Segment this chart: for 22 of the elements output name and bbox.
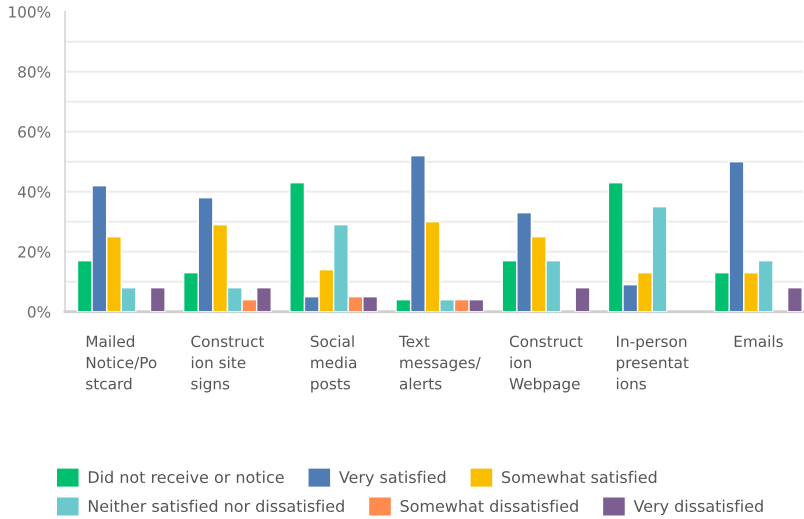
legend-label: Neither satisfied nor dissatisfied (88, 500, 344, 512)
x-tick-label: In-person presentations (616, 336, 689, 390)
bar (574, 287, 591, 312)
y-tick-label: 80% (18, 66, 50, 78)
x-tick-label: Social media posts (310, 335, 356, 392)
x-tick-label: Construction Webpage (510, 336, 583, 392)
legend-label: Very dissatisfied (634, 500, 763, 516)
y-tick-label: 100% (9, 6, 50, 18)
y-tick-label: 0% (28, 306, 50, 318)
x-tick-label: Construction site signs (191, 336, 264, 392)
x-tick-label: Mailed Notice/Postcard (86, 335, 156, 390)
y-tick-label: 20% (18, 246, 50, 258)
legend-label: Somewhat satisfied (502, 470, 656, 484)
bar (786, 287, 803, 312)
legend-label: Very satisfied (339, 470, 446, 486)
legend-label: Somewhat dissatisfied (400, 500, 578, 512)
y-tick-label: 40% (18, 186, 50, 198)
x-tick-label: Text messages/alerts (398, 336, 481, 390)
y-tick-label: 60% (18, 126, 50, 138)
x-tick-label: Emails (734, 335, 783, 348)
legend-label: Did not receive or notice (88, 470, 284, 484)
bar (150, 287, 166, 312)
